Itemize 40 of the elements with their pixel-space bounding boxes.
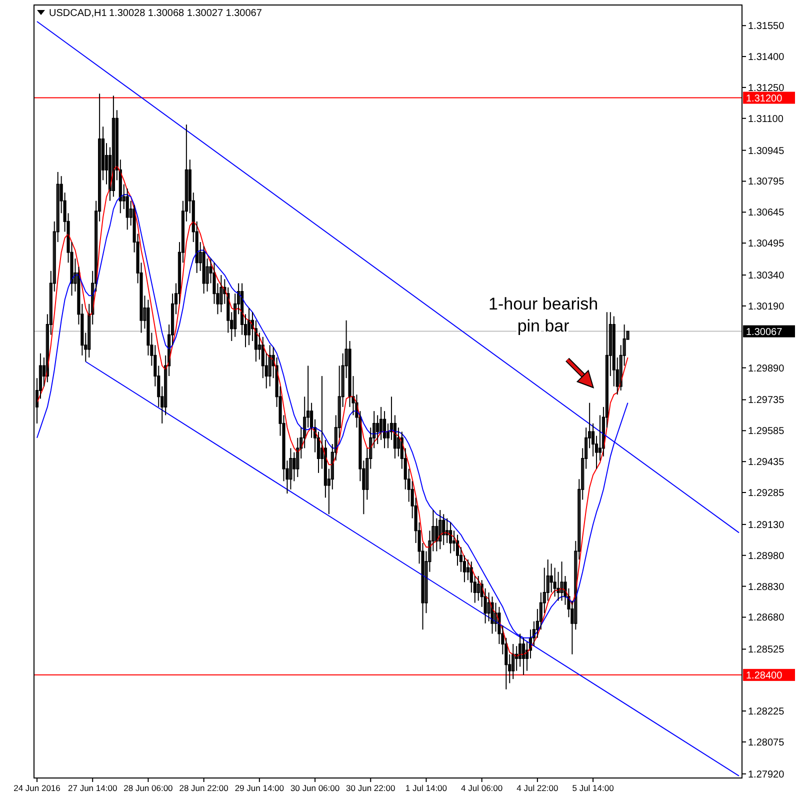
x-tick-label: 28 Jun 06:00	[124, 783, 174, 793]
y-tick-label: 1.28525	[748, 644, 785, 656]
y-tick-label: 1.31550	[748, 21, 785, 32]
ref-line-label: 1.30067	[746, 326, 783, 338]
x-tick-label: 30 Jun 22:00	[346, 783, 396, 793]
y-tick-label: 1.30190	[748, 301, 785, 312]
x-tick-label: 30 Jun 06:00	[290, 783, 340, 793]
y-tick-label: 1.30795	[748, 176, 785, 188]
chart-subtitle: 1.30028 1.30068 1.30027 1.30067	[109, 8, 262, 19]
y-tick-label: 1.28980	[748, 550, 785, 562]
y-tick-label: 1.29735	[748, 395, 785, 406]
annotation: 1-hour bearish pin bar	[488, 294, 598, 336]
y-tick-label: 1.29890	[748, 363, 785, 374]
y-tick-label: 1.28830	[748, 582, 785, 593]
y-tick-label: 1.27920	[748, 769, 785, 780]
ref-line-label: 1.31200	[746, 93, 783, 104]
x-tick-label: 4 Jul 22:00	[516, 783, 558, 793]
y-tick-label: 1.29130	[748, 520, 785, 531]
x-tick-label: 29 Jun 14:00	[234, 783, 284, 793]
x-tick-label: 5 Jul 14:00	[572, 783, 614, 793]
y-tick-label: 1.28225	[748, 706, 785, 718]
x-tick-label: 1 Jul 14:00	[405, 783, 448, 793]
x-tick-label: 27 Jun 14:00	[68, 783, 118, 793]
x-tick-label: 24 Jun 2016	[14, 783, 61, 793]
y-tick-label: 1.30645	[748, 208, 785, 219]
y-tick-label: 1.30945	[748, 146, 785, 157]
y-tick-label: 1.29285	[748, 488, 785, 500]
x-tick-label: 28 Jun 22:00	[179, 783, 229, 793]
y-tick-label: 1.29585	[748, 426, 785, 438]
y-tick-label: 1.30495	[748, 238, 785, 250]
y-tick-label: 1.28680	[748, 612, 785, 624]
y-tick-label: 1.29435	[748, 457, 785, 468]
y-tick-label: 1.28075	[748, 737, 785, 748]
x-tick-label: 4 Jul 06:00	[461, 783, 503, 793]
ref-line-label: 1.28400	[746, 670, 783, 682]
y-tick-label: 1.30340	[748, 270, 785, 282]
y-tick-label: 1.31100	[748, 114, 784, 125]
chart-title: USDCAD,H1	[49, 8, 108, 19]
y-tick-label: 1.31250	[748, 82, 785, 94]
y-tick-label: 1.31400	[748, 52, 785, 64]
